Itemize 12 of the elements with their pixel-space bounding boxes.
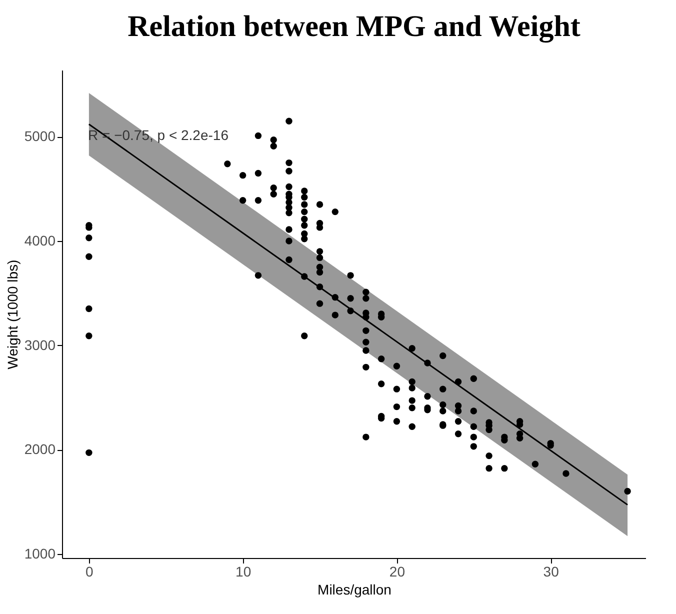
x-tick-label: 30 (543, 564, 560, 580)
y-axis-title: Weight (1000 lbs) (4, 260, 20, 370)
x-axis-title: Miles/gallon (318, 582, 392, 598)
chart-title: Relation between MPG and Weight (128, 10, 580, 43)
y-tick-label: 5000 (24, 128, 56, 144)
x-tick-label: 10 (236, 564, 252, 580)
x-tick-label: 20 (389, 564, 406, 580)
y-tick-label: 3000 (24, 336, 56, 353)
y-tick-label: 4000 (24, 232, 56, 249)
x-tick-label: 0 (86, 564, 94, 580)
y-tick-label: 2000 (24, 441, 56, 458)
y-tick-label: 1000 (24, 545, 56, 562)
